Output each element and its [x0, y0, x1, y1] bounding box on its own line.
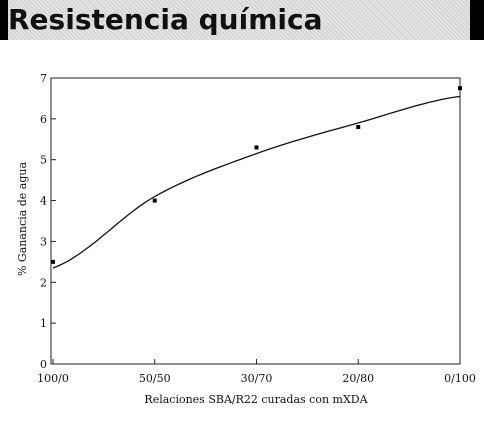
y-tick-label: 7 [40, 72, 47, 85]
chart-marks [51, 86, 462, 269]
y-tick-label: 5 [40, 154, 47, 167]
plot-frame [50, 77, 461, 365]
title-bar: Resistencia química [0, 0, 484, 40]
y-tick-label: 3 [40, 235, 47, 248]
y-axis-label: % Ganancia de agua [16, 162, 29, 276]
x-tick-label: 30/70 [241, 372, 273, 385]
fit-curve [52, 95, 461, 269]
y-tick-label: 2 [40, 276, 47, 289]
y-tick-label: 0 [40, 358, 47, 371]
data-point [51, 259, 55, 264]
page-title: Resistencia química [8, 3, 323, 36]
x-tick-label: 100/0 [37, 372, 69, 385]
y-tick-label: 1 [40, 317, 47, 330]
chart-axes: 0 1 2 3 4 5 6 7 100/0 50/50 30/70 20/80 0/100 [37, 72, 476, 385]
title-end-bar [470, 0, 484, 40]
data-point [458, 86, 462, 91]
x-axis-label: Relaciones SBA/R22 curadas con mXDA [144, 393, 368, 406]
data-point [152, 198, 157, 203]
data-point [356, 125, 361, 130]
y-tick-label: 6 [40, 113, 47, 126]
x-tick-label: 50/50 [139, 372, 171, 385]
data-point [254, 145, 259, 150]
y-tick-label: 4 [40, 195, 47, 208]
x-tick-label: 0/100 [444, 372, 476, 385]
x-tick-label: 20/80 [342, 372, 374, 385]
title-accent [0, 0, 8, 40]
